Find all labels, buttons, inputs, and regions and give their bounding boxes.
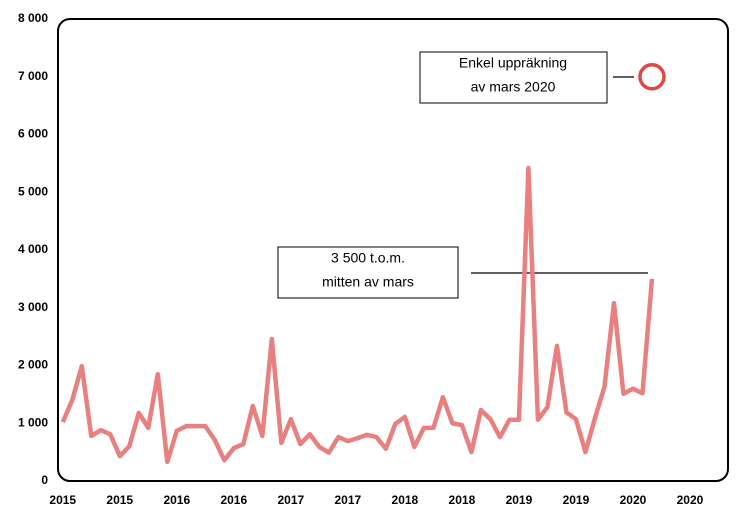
- x-tick-label: 2017: [277, 493, 304, 506]
- annotation-text: Enkel uppräkning: [459, 55, 567, 71]
- y-tick-label: 0: [41, 473, 48, 487]
- x-tick-label: 2019: [563, 493, 590, 506]
- x-tick-label: 2018: [449, 493, 476, 506]
- x-tick-label: 2019: [506, 493, 533, 506]
- x-tick-label: 2016: [220, 493, 247, 506]
- x-tick-label: 2016: [163, 493, 190, 506]
- y-tick-label: 8 000: [18, 11, 48, 25]
- y-tick-label: 1 000: [18, 415, 48, 429]
- x-tick-label: 2015: [106, 493, 133, 506]
- y-tick-label: 6 000: [18, 127, 48, 141]
- y-tick-label: 5 000: [18, 184, 48, 198]
- annotation-text: av mars 2020: [471, 79, 556, 95]
- annotation-text: mitten av mars: [322, 274, 414, 290]
- data-line: [60, 165, 655, 465]
- plot-frame: [57, 18, 729, 482]
- annotation-box: [277, 246, 459, 299]
- x-tick-label: 2017: [335, 493, 362, 506]
- y-tick-label: 7 000: [18, 69, 48, 83]
- x-tick-label: 2020: [677, 493, 704, 506]
- y-tick-label: 2 000: [18, 358, 48, 372]
- y-tick-label: 4 000: [18, 242, 48, 256]
- annotation-box: [419, 51, 608, 104]
- y-tick-label: 3 000: [18, 300, 48, 314]
- x-tick-label: 2020: [620, 493, 647, 506]
- x-tick-label: 2015: [49, 493, 76, 506]
- annotation-text: 3 500 t.o.m.: [331, 250, 405, 266]
- x-tick-label: 2018: [392, 493, 419, 506]
- estimate-point: [638, 63, 666, 91]
